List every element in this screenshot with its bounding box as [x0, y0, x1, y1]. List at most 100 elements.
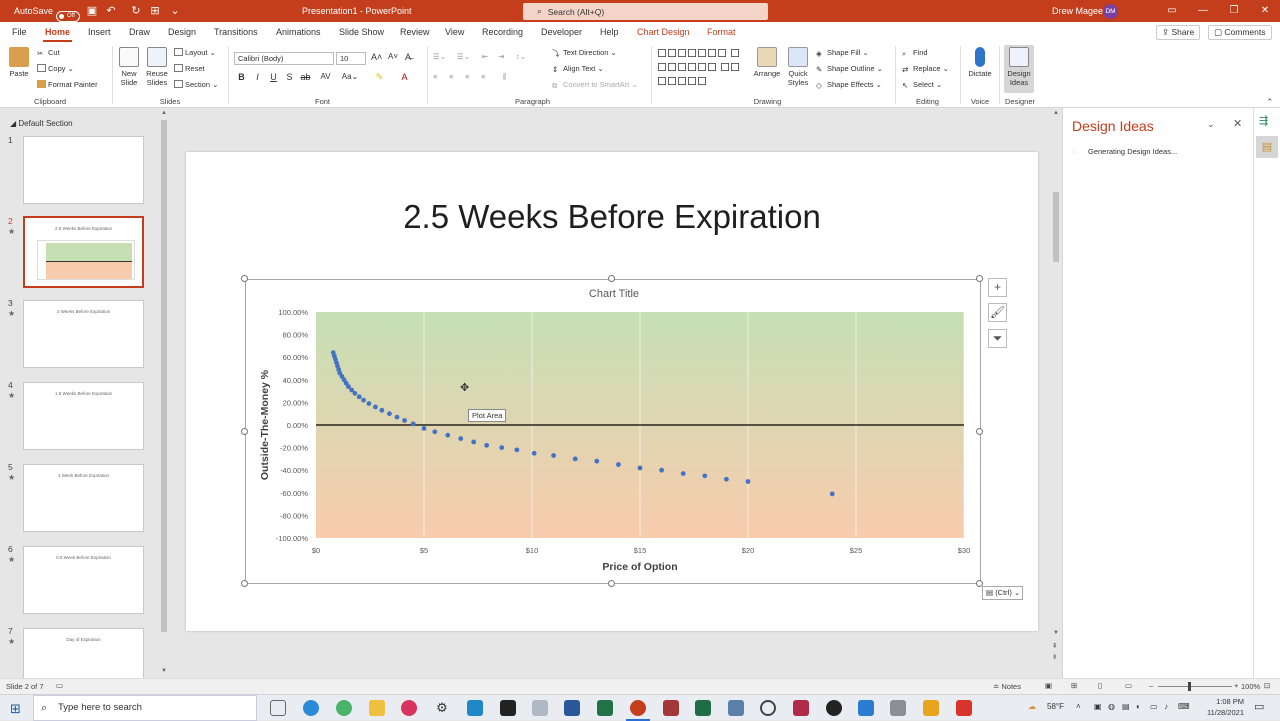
- tab-transitions[interactable]: Transitions: [214, 27, 258, 37]
- app-icon-pdf[interactable]: [956, 700, 972, 716]
- data-point[interactable]: [379, 407, 385, 413]
- tab-help[interactable]: Help: [600, 27, 619, 37]
- chart-filters-button[interactable]: ⏷: [988, 329, 1007, 348]
- resize-handle-w[interactable]: [241, 428, 248, 435]
- italic-icon[interactable]: I: [256, 72, 259, 82]
- windows-start-icon[interactable]: ⊞: [10, 701, 21, 716]
- data-point[interactable]: [514, 447, 520, 453]
- tab-insert[interactable]: Insert: [88, 27, 111, 37]
- data-point[interactable]: [432, 429, 438, 435]
- tab-developer[interactable]: Developer: [541, 27, 583, 37]
- align-right-icon[interactable]: ≡: [465, 72, 470, 81]
- clear-format-icon[interactable]: A̶: [405, 52, 412, 62]
- data-point[interactable]: [724, 476, 729, 482]
- slide-scrollbar[interactable]: ▲ ▼ ⇞ ⇟: [1052, 110, 1060, 664]
- tab-recording[interactable]: Recording: [482, 27, 524, 37]
- paste-button[interactable]: Paste: [7, 47, 31, 78]
- select-button[interactable]: ↖ Select ⌄: [902, 80, 943, 90]
- tray-icon-4[interactable]: ◐: [1136, 702, 1141, 711]
- justify-icon[interactable]: ≡: [481, 72, 486, 81]
- vscode-icon[interactable]: [858, 700, 874, 716]
- slide-thumbnail-3[interactable]: 2 Weeks Before Expiration: [23, 300, 144, 368]
- clock-date[interactable]: 11/28/2021: [1207, 708, 1244, 717]
- data-point[interactable]: [352, 390, 358, 396]
- numbering-icon[interactable]: ☰⌄: [457, 52, 471, 61]
- data-point[interactable]: [402, 418, 407, 423]
- autosave-toggle[interactable]: Off: [56, 10, 80, 22]
- highlight-icon[interactable]: ✎: [375, 72, 384, 82]
- data-point[interactable]: [445, 432, 451, 438]
- tab-design[interactable]: Design: [168, 27, 197, 37]
- app-icon-yellow[interactable]: [923, 700, 939, 716]
- y-axis-title[interactable]: Outside-The-Money %: [259, 369, 271, 480]
- resize-handle-sw[interactable]: [241, 580, 248, 587]
- replace-button[interactable]: ⇄ Replace ⌄: [902, 64, 949, 74]
- chart-styles-button[interactable]: 🖌: [988, 303, 1007, 322]
- tray-icon-1[interactable]: ▣: [1094, 702, 1102, 711]
- line-spacing-icon[interactable]: ↕⌄: [516, 52, 527, 61]
- font-color-icon[interactable]: A: [401, 72, 408, 82]
- app-icon-mail[interactable]: [532, 700, 548, 716]
- powerpoint-icon[interactable]: [630, 700, 646, 716]
- tab-format[interactable]: Format: [707, 27, 736, 37]
- data-point[interactable]: [659, 467, 664, 473]
- zoom-level[interactable]: 100%: [1241, 682, 1261, 691]
- close-pane-icon[interactable]: ✕: [1233, 118, 1243, 130]
- tab-chart-design[interactable]: Chart Design: [637, 27, 690, 37]
- tray-chevron-icon[interactable]: ˄: [1076, 702, 1081, 711]
- resize-handle-se[interactable]: [976, 580, 983, 587]
- slideshow-view-icon[interactable]: ▭: [1125, 681, 1133, 690]
- task-view-icon[interactable]: [270, 700, 286, 716]
- data-point[interactable]: [421, 425, 427, 431]
- design-ideas-button[interactable]: Design Ideas: [1004, 45, 1034, 93]
- resize-handle-nw[interactable]: [241, 275, 248, 282]
- avatar[interactable]: DM: [1103, 4, 1118, 19]
- dictate-button[interactable]: Dictate: [966, 47, 994, 78]
- app-icon-red[interactable]: [793, 700, 809, 716]
- resize-handle-n[interactable]: [608, 275, 615, 282]
- data-point[interactable]: [349, 387, 355, 393]
- database-icon[interactable]: [890, 700, 906, 716]
- slide-sorter-icon[interactable]: ⊞: [1071, 681, 1078, 690]
- slide-thumbnail-7[interactable]: Day of Expiration: [23, 628, 144, 678]
- underline-icon[interactable]: U: [270, 72, 277, 82]
- chart-title[interactable]: Chart Title: [589, 288, 639, 300]
- format-painter-button[interactable]: Format Painter: [37, 80, 98, 89]
- columns-icon[interactable]: ⫼: [503, 72, 507, 81]
- find-button[interactable]: ⌕ Find: [902, 48, 928, 58]
- restore-icon[interactable]: ❐: [1229, 5, 1239, 16]
- customize-qat-icon[interactable]: ⌄: [170, 5, 180, 17]
- normal-view-icon[interactable]: ▣: [1045, 681, 1053, 690]
- excel-icon[interactable]: [597, 700, 613, 716]
- align-text-button[interactable]: ⇕ Align Text ⌄: [552, 64, 604, 74]
- data-point[interactable]: [387, 411, 392, 417]
- data-point[interactable]: [829, 491, 835, 497]
- tab-file[interactable]: File: [12, 27, 27, 37]
- bullets-icon[interactable]: ☰⌄: [433, 52, 447, 61]
- tab-slide-show[interactable]: Slide Show: [339, 27, 385, 37]
- slide-thumbnail-5[interactable]: 1 Week Before Expiration: [23, 464, 144, 532]
- slide-thumbnail-4[interactable]: 1.5 Weeks Before Expiration: [23, 382, 144, 450]
- change-case-icon[interactable]: Aa⌄: [341, 72, 359, 81]
- clock-time[interactable]: 1:08 PM: [1216, 697, 1244, 706]
- zoom-slider-thumb[interactable]: [1188, 682, 1191, 691]
- bold-icon[interactable]: B: [238, 72, 245, 82]
- smartart-button[interactable]: ⧉ Convert to SmartArt ⌄: [552, 80, 638, 90]
- redo-icon[interactable]: ↻: [131, 5, 141, 17]
- word-icon[interactable]: [564, 700, 580, 716]
- paste-options-button[interactable]: ▤ (Ctrl) ⌄: [982, 586, 1023, 600]
- zoom-in-icon[interactable]: +: [1234, 681, 1239, 690]
- section-button[interactable]: Section ⌄: [174, 80, 218, 89]
- data-point[interactable]: [572, 456, 578, 462]
- data-point[interactable]: [346, 384, 351, 389]
- next-slide-icon[interactable]: ⇟: [1052, 654, 1058, 661]
- shape-outline-button[interactable]: ✎ Shape Outline ⌄: [816, 64, 883, 74]
- scrollbar-thumb[interactable]: [161, 120, 167, 632]
- clock-icon[interactable]: [760, 700, 776, 716]
- x-axis-title[interactable]: Price of Option: [602, 561, 677, 573]
- align-left-icon[interactable]: ≡: [433, 72, 438, 81]
- data-point[interactable]: [361, 397, 366, 403]
- notes-button[interactable]: ≐ Notes: [993, 682, 1021, 691]
- tab-review[interactable]: Review: [400, 27, 430, 37]
- layout-button[interactable]: Layout ⌄: [174, 48, 216, 57]
